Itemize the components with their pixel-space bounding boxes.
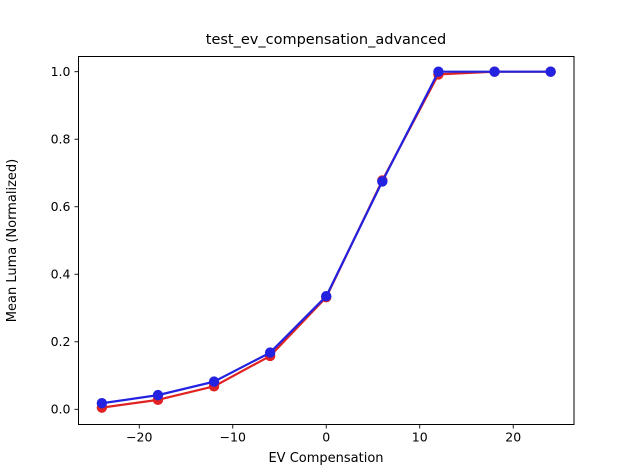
chart-title: test_ev_compensation_advanced [205, 32, 447, 48]
blue-series-marker [433, 66, 444, 77]
x-tick-label: 20 [505, 430, 521, 445]
blue-series-marker [377, 176, 388, 187]
blue-series-line [101, 70, 551, 405]
blue-series-marker [208, 376, 220, 387]
x-tick-label: −10 [220, 430, 246, 445]
blue-series-marker [152, 389, 164, 401]
y-tick-label: 1.0 [51, 64, 71, 79]
blue-series-marker [489, 66, 500, 77]
blue-series-marker [96, 398, 108, 409]
y-tick-label: 0.4 [51, 267, 71, 282]
red-series-line [101, 70, 551, 409]
blue-series-marker [264, 347, 276, 358]
y-tick-label: 0.8 [51, 132, 71, 147]
y-tick-label: 0.6 [51, 199, 71, 214]
blue-series-marker [321, 291, 332, 302]
x-tick-label: −20 [126, 430, 152, 445]
x-axis-label: EV Compensation [268, 451, 384, 466]
y-axis-label: Mean Luma (Normalized) [5, 159, 20, 322]
y-tick-label: 0.2 [51, 334, 71, 349]
axes-spines [78, 56, 575, 425]
x-tick-label: 0 [322, 430, 330, 445]
x-tick-label: 10 [412, 430, 428, 445]
y-tick-label: 0.0 [51, 402, 71, 417]
blue-series-marker [545, 66, 556, 77]
